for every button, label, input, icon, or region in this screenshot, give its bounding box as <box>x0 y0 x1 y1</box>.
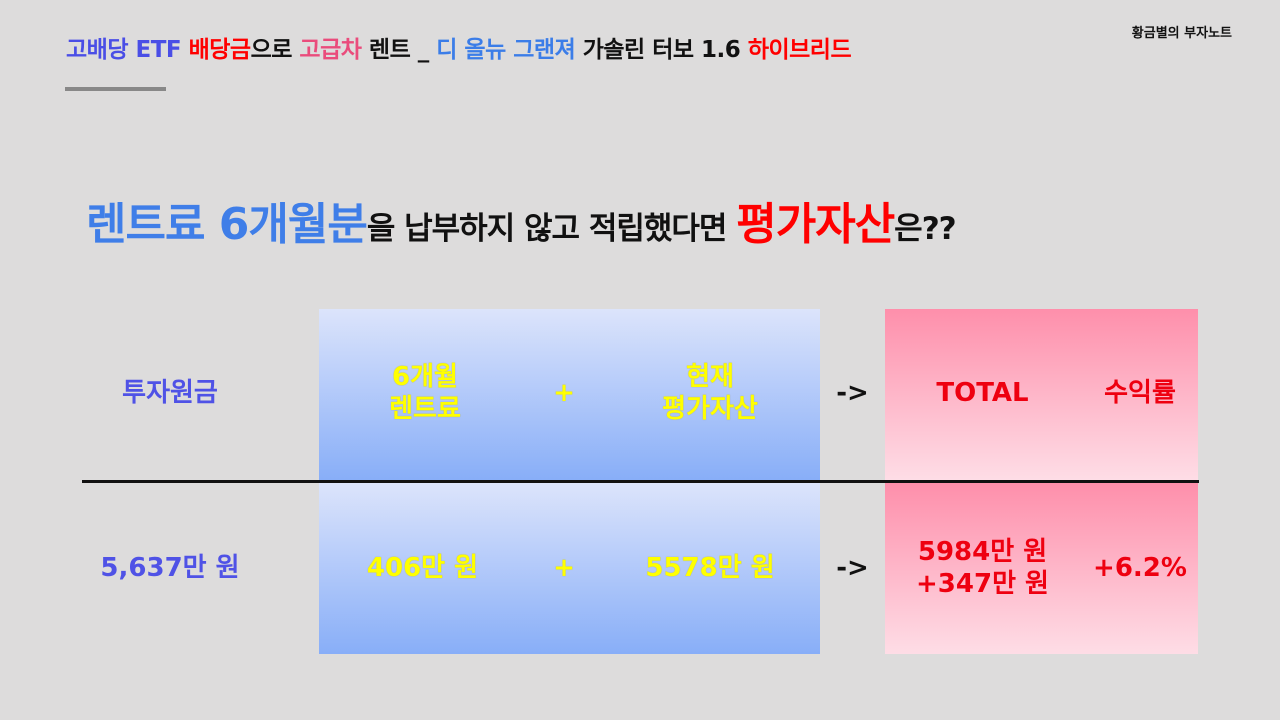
brand-label: 황금별의 부자노트 <box>1131 26 1232 41</box>
title-segment: 고급차 <box>299 37 362 63</box>
title-segment: 배당금 <box>188 37 251 63</box>
arrow: -> <box>836 377 869 408</box>
slide-title: 고배당 ETF 배당금으로 고급차 렌트 _ 디 올뉴 그랜져 가솔린 터보 1… <box>66 30 852 64</box>
profit-amount: +347만 원 <box>916 569 1049 599</box>
headline: 렌트료 6개월분을 납부하지 않고 적립했다면 평가자산은?? <box>86 188 957 252</box>
rent-asset-value-box <box>319 483 820 654</box>
total-value: 5984만 원 +347만 원 <box>900 525 1065 611</box>
arrow: -> <box>836 552 869 583</box>
headline-part2: 을 납부하지 않고 적립했다면 <box>366 211 737 247</box>
total-amount: 5984만 원 <box>917 536 1048 567</box>
rent-header: 6개월 렌트료 <box>340 355 510 431</box>
total-header: TOTAL <box>936 377 1029 408</box>
headline-part1: 렌트료 6개월분 <box>86 199 368 250</box>
plus-sign: + <box>553 552 575 583</box>
return-header: 수익률 <box>1104 377 1176 408</box>
rent-header-line1: 6개월 <box>392 361 458 392</box>
title-segment: 렌트 _ <box>361 37 437 63</box>
title-segment: 디 올뉴 그랜져 <box>436 37 576 63</box>
title-underline <box>65 87 166 91</box>
total-header-box <box>885 309 1198 480</box>
title-segment: 으로 <box>250 37 300 63</box>
asset-header-line1: 현재 <box>686 361 734 392</box>
rent-header-line2: 렌트료 <box>389 394 461 424</box>
title-segment: 고배당 ETF <box>66 37 189 63</box>
headline-part3: 평가자산 <box>736 199 895 250</box>
title-segment: 하이브리드 <box>747 37 852 63</box>
principal-header: 투자원금 <box>122 377 218 408</box>
asset-header: 현재 평가자산 <box>620 355 800 431</box>
plus-sign: + <box>553 377 575 408</box>
asset-header-line2: 평가자산 <box>662 394 758 424</box>
rent-asset-header-box <box>319 309 820 480</box>
principal-value: 5,637만 원 <box>100 552 240 583</box>
asset-value: 5578만 원 <box>645 552 775 583</box>
table-divider <box>82 480 1199 483</box>
rent-value: 406만 원 <box>366 552 479 583</box>
headline-part4: 은?? <box>894 211 956 247</box>
return-value: +6.2% <box>1093 552 1187 583</box>
total-value-box <box>885 483 1198 654</box>
title-segment: 가솔린 터보 1.6 <box>575 37 748 63</box>
